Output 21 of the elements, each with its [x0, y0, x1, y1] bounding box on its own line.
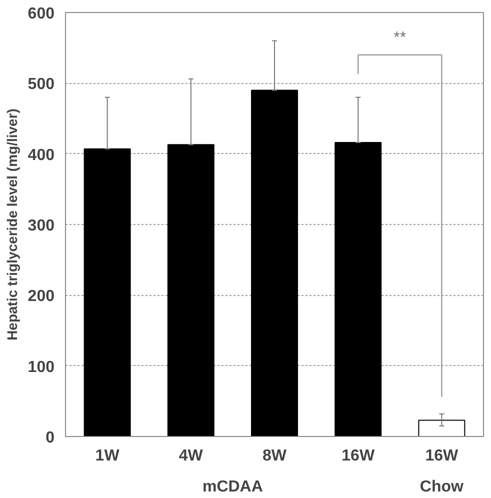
y-tick-label: 500 [28, 76, 55, 94]
y-tick-label: 0 [46, 430, 55, 446]
text: mCDAA [202, 478, 264, 496]
y-axis-title: Hepatic triglyceride level (mg/liver) [4, 108, 20, 340]
x-tick-label: 8W [262, 448, 288, 464]
x-tick-label: 16W [342, 448, 376, 464]
y-tick-label: 400 [28, 146, 55, 164]
y-tick-label: 200 [28, 288, 55, 306]
text: Chow [420, 478, 464, 496]
bar [84, 148, 131, 436]
y-tick-label: 300 [28, 218, 55, 234]
x-tick-label: 4W [178, 448, 204, 464]
y-tick-label: 100 [28, 358, 55, 376]
bar [251, 90, 298, 436]
x-tick-label: 1W [95, 448, 120, 464]
bar [334, 142, 382, 436]
annotation: ** [394, 29, 406, 46]
y-tick-label: 600 [28, 6, 55, 22]
x-tick-label: 16W [425, 448, 460, 464]
bar [418, 420, 466, 436]
bar [167, 144, 214, 436]
